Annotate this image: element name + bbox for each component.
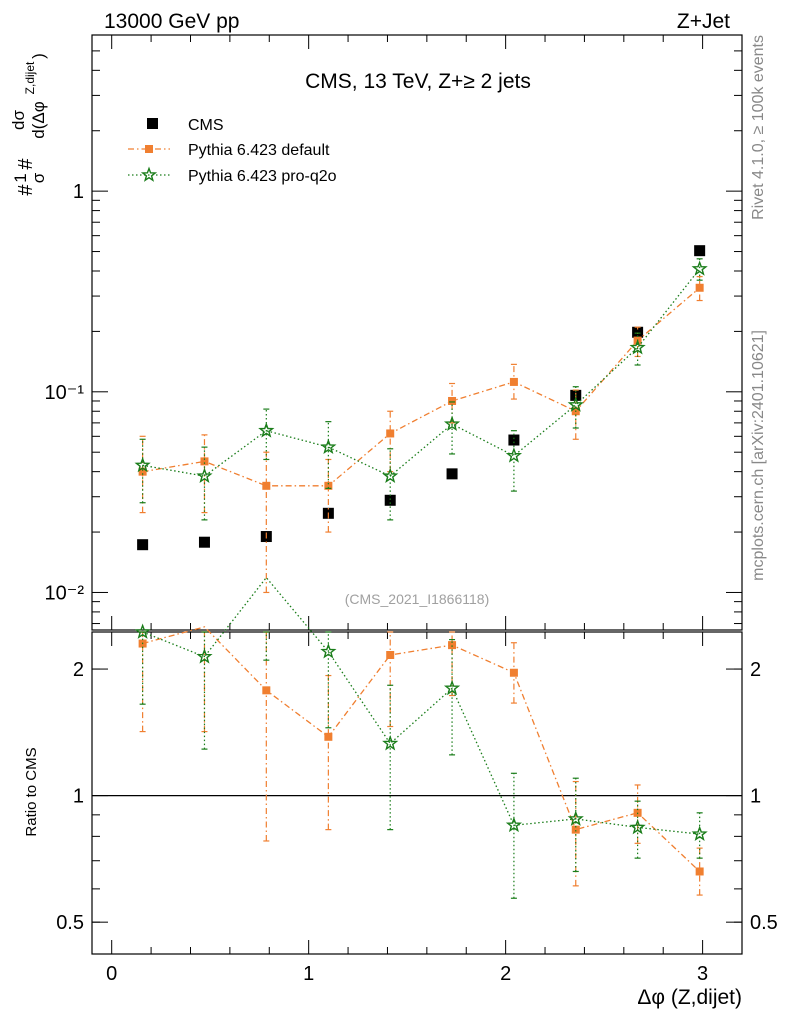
svg-text:#: # <box>15 158 37 170</box>
data-point <box>137 539 149 551</box>
legend-entry-proq2o: Pythia 6.423 pro-q2o <box>128 166 337 185</box>
x-tick-label: 3 <box>697 963 708 985</box>
series-line <box>142 268 701 477</box>
legend-label-cms: CMS <box>188 117 224 134</box>
y-tick-label-right: 2 <box>750 659 761 681</box>
data-point <box>196 648 213 664</box>
y-tick-label: 10⁻¹ <box>45 382 85 404</box>
data-point <box>324 481 333 490</box>
series-line <box>142 287 701 487</box>
data-point <box>691 825 708 841</box>
data-point <box>448 396 457 405</box>
data-point <box>134 456 151 473</box>
series-cms <box>137 245 706 551</box>
y-tick-label: 0.5 <box>56 912 84 934</box>
main-y-axis-label: # 1 σ # dσ d(Δφ Z,dijet ) <box>9 53 48 195</box>
svg-text:): ) <box>29 53 48 59</box>
analysis-group-label: Z+Jet <box>677 10 730 33</box>
data-point <box>443 415 461 432</box>
data-point <box>567 396 584 412</box>
data-point <box>694 245 706 257</box>
data-point <box>262 686 271 695</box>
series-line <box>142 626 701 872</box>
data-point <box>571 825 580 834</box>
legend-marker-cms <box>147 118 158 129</box>
data-point <box>324 732 333 741</box>
svg-text:d(Δφ: d(Δφ <box>29 101 48 139</box>
x-tick-label: 1 <box>303 963 314 985</box>
data-point <box>509 668 518 677</box>
svg-text:dσ: dσ <box>9 110 28 130</box>
plot-title: CMS, 13 TeV, Z+≥ 2 jets <box>305 70 531 93</box>
data-point <box>138 467 147 476</box>
data-point <box>382 735 399 751</box>
x-tick-label: 0 <box>106 963 117 985</box>
svg-text:Z,dijet: Z,dijet <box>23 61 37 94</box>
legend-entry-cms: CMS <box>147 117 224 134</box>
x-tick-label: 2 <box>500 963 511 985</box>
data-point <box>198 536 210 548</box>
data-point <box>629 339 646 355</box>
y-tick-label: 1 <box>73 786 84 808</box>
ratio-panel-frame <box>91 631 743 955</box>
data-point <box>200 457 209 466</box>
data-point <box>567 810 584 826</box>
y-tick-label: 1 <box>73 181 84 203</box>
process-label: 13000 GeV pp <box>104 10 239 33</box>
analysis-id: (CMS_2021_I1866118) <box>345 591 490 607</box>
data-point <box>320 438 337 455</box>
y-tick-label: 2 <box>73 659 84 681</box>
data-point <box>632 326 644 338</box>
legend-label-default: Pythia 6.423 default <box>188 142 330 159</box>
legend-entry-default: Pythia 6.423 default <box>128 142 330 159</box>
svg-text:σ: σ <box>29 172 48 183</box>
data-point <box>508 434 520 446</box>
data-point <box>629 818 646 835</box>
y-tick-label-right: 1 <box>750 786 761 808</box>
series-line <box>142 576 700 835</box>
data-point <box>386 651 395 660</box>
data-point <box>446 468 458 480</box>
series-pythia-6-423-default <box>138 276 704 594</box>
series-pythia-6-423-default <box>138 626 704 896</box>
y-tick-label-right: 0.5 <box>750 912 778 934</box>
data-point <box>505 447 523 463</box>
data-point <box>386 429 395 438</box>
legend-marker-proq2o <box>140 166 158 182</box>
data-point <box>134 623 151 639</box>
legend: CMS Pythia 6.423 default Pythia 6.423 pr… <box>128 117 337 185</box>
data-point <box>691 260 708 276</box>
y-tick-label: 10⁻² <box>45 582 85 604</box>
data-point <box>262 481 271 490</box>
data-point <box>196 467 213 484</box>
data-point <box>384 494 396 506</box>
source-label: mcplots.cern.ch [arXiv:2401.10621] <box>750 330 767 581</box>
data-point <box>509 377 518 386</box>
legend-marker-default <box>145 145 153 153</box>
svg-text:1: 1 <box>11 173 30 182</box>
data-point <box>258 422 275 438</box>
series-pythia-6-423-pro-q2o <box>134 258 708 521</box>
legend-label-proq2o: Pythia 6.423 pro-q2o <box>188 168 337 185</box>
main-panel-frame <box>91 34 743 631</box>
ratio-y-axis-label: Ratio to CMS <box>23 747 40 836</box>
data-point <box>448 641 457 650</box>
data-point <box>382 467 399 484</box>
svg-text:#: # <box>15 184 37 196</box>
series-pythia-6-423-pro-q2o <box>134 576 708 899</box>
data-point <box>443 679 461 696</box>
data-point <box>695 867 704 876</box>
data-point <box>320 643 337 659</box>
data-point <box>505 816 523 833</box>
data-point <box>695 283 704 292</box>
x-axis-label: Δφ (Z,dijet) <box>637 986 742 1009</box>
rivet-version-label: Rivet 4.1.0, ≥ 100k events <box>750 35 767 220</box>
